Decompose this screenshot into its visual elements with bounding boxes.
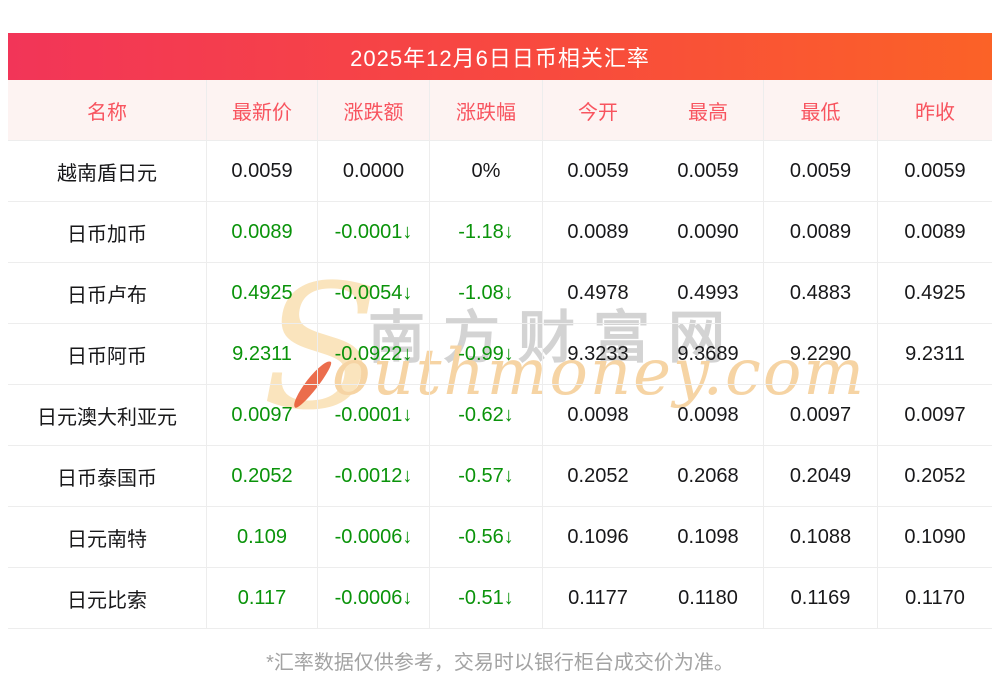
cell-open: 0.1096	[567, 525, 629, 548]
cell-name: 日元比索	[8, 568, 207, 628]
cell-high: 0.2068	[653, 446, 764, 506]
cell-name: 日元澳大利亚元	[8, 385, 207, 445]
cell-prev: 0.1090	[904, 525, 966, 548]
cell-low: 0.0089	[764, 202, 878, 262]
cell-change: -0.0001↓	[318, 202, 430, 262]
table-row: 日币阿币 9.2311 -0.0922↓ -0.99↓ 9.3233 9.368…	[8, 324, 992, 385]
cell-prev: 0.0059	[904, 159, 966, 182]
cell-prev: 9.2311	[905, 342, 965, 365]
cell-high: 9.3689	[653, 324, 764, 384]
cell-high: 0.0090	[653, 202, 764, 262]
table-header-row: 名称 最新价 涨跌额 涨跌幅 今开 最高 最低 昨收	[8, 80, 992, 141]
cell-name: 日币卢布	[8, 263, 207, 323]
cell-high: 0.0059	[653, 141, 764, 201]
table-row: 日币卢布 0.4925 -0.0054↓ -1.08↓ 0.4978 0.499…	[8, 263, 992, 324]
cell-name: 日币阿币	[8, 324, 207, 384]
cell-latest: 0.0059	[207, 141, 318, 201]
exchange-rate-table: 名称 最新价 涨跌额 涨跌幅 今开 最高 最低 昨收 越南盾日元 0.0059 …	[8, 80, 992, 629]
table-body: 越南盾日元 0.0059 0.0000 0% 0.0059 0.0059 0.0…	[8, 141, 992, 629]
cell-latest: 0.2052	[207, 446, 318, 506]
cell-latest: 0.4925	[207, 263, 318, 323]
cell-latest: 0.0097	[207, 385, 318, 445]
cell-pct: -0.57↓	[430, 446, 543, 506]
cell-latest: 9.2311	[207, 324, 318, 384]
cell-change: -0.0012↓	[318, 446, 430, 506]
cell-change: 0.0000	[318, 141, 430, 201]
cell-low: 0.4883	[764, 263, 878, 323]
cell-low: 0.0097	[764, 385, 878, 445]
header-change: 涨跌额	[318, 80, 430, 140]
cell-change: -0.0922↓	[318, 324, 430, 384]
page-title: 2025年12月6日日币相关汇率	[8, 33, 992, 80]
cell-pct: -0.51↓	[430, 568, 543, 628]
table-row: 日元南特 0.109 -0.0006↓ -0.56↓ 0.1096 0.1098…	[8, 507, 992, 568]
cell-pct: 0%	[430, 141, 543, 201]
table-row: 日币加币 0.0089 -0.0001↓ -1.18↓ 0.0089 0.009…	[8, 202, 992, 263]
cell-low: 0.1088	[764, 507, 878, 567]
cell-low: 0.1169	[764, 568, 878, 628]
cell-open: 0.2052	[567, 464, 629, 487]
cell-open: 0.4978	[567, 281, 629, 304]
cell-name: 日币泰国币	[8, 446, 207, 506]
cell-prev: 0.1170	[905, 586, 965, 609]
cell-open: 9.3233	[567, 342, 629, 365]
cell-pct: -0.62↓	[430, 385, 543, 445]
header-name: 名称	[8, 80, 207, 140]
cell-prev: 0.0089	[904, 220, 966, 243]
cell-high: 0.1180	[653, 568, 764, 628]
cell-name: 越南盾日元	[8, 141, 207, 201]
header-open: 今开	[578, 101, 618, 124]
cell-change: -0.0006↓	[318, 568, 430, 628]
cell-pct: -1.08↓	[430, 263, 543, 323]
disclaimer-note: *汇率数据仅供参考，交易时以银行柜台成交价为准。	[266, 652, 734, 674]
cell-prev: 0.4925	[904, 281, 966, 304]
cell-low: 9.2290	[764, 324, 878, 384]
cell-open: 0.0059	[567, 159, 629, 182]
cell-latest: 0.109	[207, 507, 318, 567]
cell-high: 0.0098	[653, 385, 764, 445]
table-row: 越南盾日元 0.0059 0.0000 0% 0.0059 0.0059 0.0…	[8, 141, 992, 202]
cell-change: -0.0001↓	[318, 385, 430, 445]
cell-change: -0.0006↓	[318, 507, 430, 567]
cell-prev: 0.2052	[904, 464, 966, 487]
cell-open: 0.0098	[567, 403, 629, 426]
cell-change: -0.0054↓	[318, 263, 430, 323]
table-row: 日元比索 0.117 -0.0006↓ -0.51↓ 0.1177 0.1180…	[8, 568, 992, 629]
header-prev: 昨收	[915, 101, 955, 124]
cell-high: 0.1098	[653, 507, 764, 567]
cell-pct: -0.99↓	[430, 324, 543, 384]
header-pct: 涨跌幅	[430, 80, 543, 140]
cell-latest: 0.117	[207, 568, 318, 628]
cell-prev: 0.0097	[904, 403, 966, 426]
header-high: 最高	[653, 80, 764, 140]
cell-high: 0.4993	[653, 263, 764, 323]
cell-name: 日元南特	[8, 507, 207, 567]
header-latest: 最新价	[207, 80, 318, 140]
table-row: 日元澳大利亚元 0.0097 -0.0001↓ -0.62↓ 0.0098 0.…	[8, 385, 992, 446]
header-low: 最低	[764, 80, 878, 140]
cell-pct: -0.56↓	[430, 507, 543, 567]
cell-low: 0.0059	[764, 141, 878, 201]
cell-open: 0.0089	[567, 220, 629, 243]
cell-pct: -1.18↓	[430, 202, 543, 262]
cell-open: 0.1177	[568, 586, 628, 609]
cell-low: 0.2049	[764, 446, 878, 506]
table-row: 日币泰国币 0.2052 -0.0012↓ -0.57↓ 0.2052 0.20…	[8, 446, 992, 507]
cell-name: 日币加币	[8, 202, 207, 262]
cell-latest: 0.0089	[207, 202, 318, 262]
